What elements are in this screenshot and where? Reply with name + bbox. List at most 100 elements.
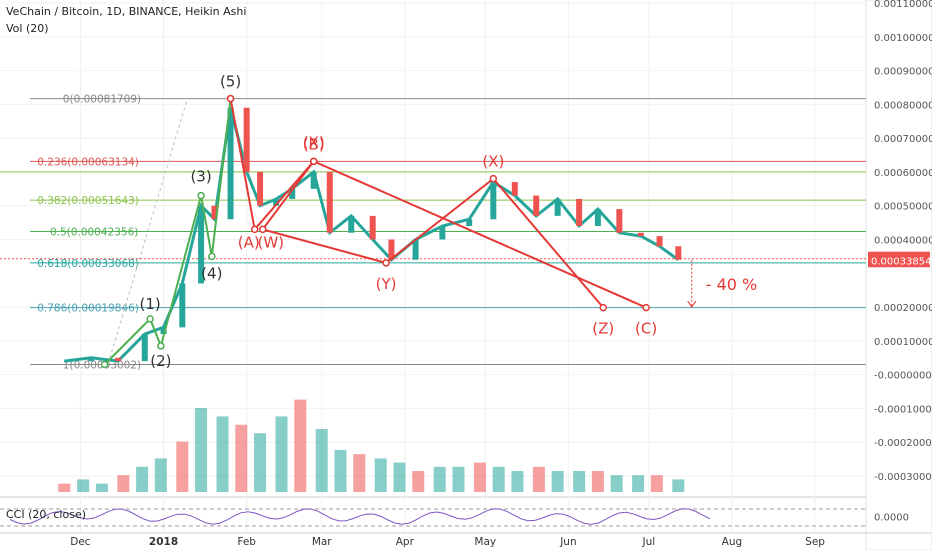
price-candle: [211, 205, 218, 220]
abc-wave-point: [250, 225, 259, 234]
abc-wave-label: (A): [238, 233, 260, 251]
time-tick-label: Sep: [805, 536, 825, 548]
wxyzx-wave-point: [599, 303, 608, 312]
price-tick-label: 0.00060000: [874, 168, 932, 179]
impulse-wave-point: [100, 360, 109, 369]
impulse-wave-point: [157, 342, 165, 350]
cci-label: CCI (20, close): [6, 508, 87, 521]
price-candle: [257, 171, 264, 206]
price-tick-label: -0.00010000: [874, 404, 932, 415]
volume-bar: [136, 466, 149, 492]
volume-bar: [573, 471, 586, 492]
time-tick-label: 2018: [149, 536, 178, 548]
volume-bar: [551, 471, 564, 492]
price-candle: [160, 327, 167, 335]
price-candle: [388, 239, 395, 260]
volume-bar: [254, 433, 267, 492]
wave-lines: (1) (2) (3) (4) (5) (A) (B) (C) (X) (W) (Y) (X) (Z) -…: [100, 73, 758, 370]
price-tick-label: 0.00080000: [874, 100, 932, 111]
cci-tick-label: 0.0000: [874, 513, 909, 524]
price-tick-label: 0.00050000: [874, 202, 932, 213]
drop-annotation: - 40 %: [706, 275, 758, 294]
price-tick-label: -0.00020000: [874, 438, 932, 449]
volume-bar: [591, 471, 604, 492]
impulse-wave-point: [208, 252, 216, 261]
volume-bar: [511, 471, 524, 492]
wxyzx-wave-point: [258, 225, 267, 234]
volume-bar: [117, 475, 130, 492]
impulse-wave-point: [197, 191, 205, 200]
cci-panel: 0.0000: [0, 508, 909, 527]
abc-wave-point: [226, 94, 235, 103]
volume-bar: [315, 429, 328, 492]
volume-bar: [275, 416, 288, 492]
price-candle: [114, 357, 121, 362]
volume-bar: [334, 450, 347, 492]
price-candle: [179, 283, 186, 328]
price-tick-label: 0.00010000: [874, 337, 932, 348]
wxyzx-wave-label: (X): [482, 153, 504, 171]
volume-bar: [154, 458, 167, 492]
price-tick-label: 0.00070000: [874, 134, 932, 145]
volume-bars: [58, 399, 685, 492]
time-tick-label: Jul: [641, 536, 655, 548]
price-candle: [88, 357, 95, 362]
drop-arrow-head: [687, 300, 697, 308]
price-tick-label: 0.00040000: [874, 236, 932, 247]
time-tick-label: Jun: [559, 536, 576, 548]
volume-bar: [374, 458, 387, 492]
fib-level-label: 0.236(0.00063134): [37, 156, 139, 168]
time-tick-label: Aug: [722, 536, 743, 548]
volume-bar: [650, 475, 663, 492]
abc-wave-line: [229, 98, 647, 309]
chart-title: VeChain / Bitcoin, 1D, BINANCE, Heikin A…: [6, 5, 247, 18]
price-tick-label: -0.00030000: [874, 472, 932, 483]
price-tick-label: 0.00020000: [874, 303, 932, 314]
time-tick-label: Feb: [237, 536, 256, 548]
cci-line: [9, 508, 711, 525]
time-tick-label: Dec: [70, 536, 91, 548]
price-candle: [533, 195, 540, 216]
volume-bar: [195, 408, 208, 492]
price-candle: [554, 198, 561, 216]
volume-bar: [672, 479, 685, 492]
impulse-wave-line: [103, 98, 232, 366]
volume-bar: [492, 466, 505, 492]
time-tick-label: Mar: [312, 536, 332, 548]
fib-level-label: 0(0.00081709): [63, 94, 141, 106]
price-tick-label: 0.00090000: [874, 67, 932, 78]
impulse-wave-label: (5): [220, 73, 241, 91]
price-candle: [466, 219, 473, 226]
volume-bar: [77, 479, 90, 492]
impulse-wave-label: (3): [190, 168, 211, 186]
price-candle: [511, 182, 518, 196]
wxyzx-wave-label: (W): [257, 233, 284, 251]
price-candle: [310, 171, 317, 189]
volume-bar: [176, 441, 189, 492]
volume-bar: [532, 466, 545, 492]
fibonacci-levels: 0(0.00081709) 0.236(0.00063134) 0.382(0.00…: [0, 94, 866, 372]
volume-bar: [433, 466, 446, 492]
wxyzx-wave-label: (Z): [592, 320, 614, 338]
second-price-tag: 0.00033854: [871, 256, 931, 267]
price-candle: [412, 239, 419, 260]
time-tick-label: May: [474, 536, 496, 548]
volume-bar: [632, 475, 645, 492]
price-candle: [637, 232, 644, 237]
volume-bar: [473, 462, 486, 492]
price-axis[interactable]: 0.00110000 0.00100000 0.00090000 0.00080000…: [868, 0, 932, 483]
second-price-tag-bg: [868, 253, 930, 268]
volume-bar: [452, 466, 465, 492]
fib-level-label: 0.382(0.00051643): [37, 195, 139, 207]
price-candle: [675, 246, 682, 260]
price-candle: [490, 182, 497, 220]
time-axis[interactable]: Dec 2018 Feb Mar Apr May Jun Jul Aug Sep: [70, 536, 825, 548]
price-candle: [289, 188, 296, 199]
price-candle: [243, 107, 250, 172]
impulse-wave-point: [146, 315, 154, 323]
price-tick-label: 0.00110000: [874, 0, 932, 10]
abc-wave-point: [642, 303, 650, 312]
price-series: [64, 107, 682, 363]
